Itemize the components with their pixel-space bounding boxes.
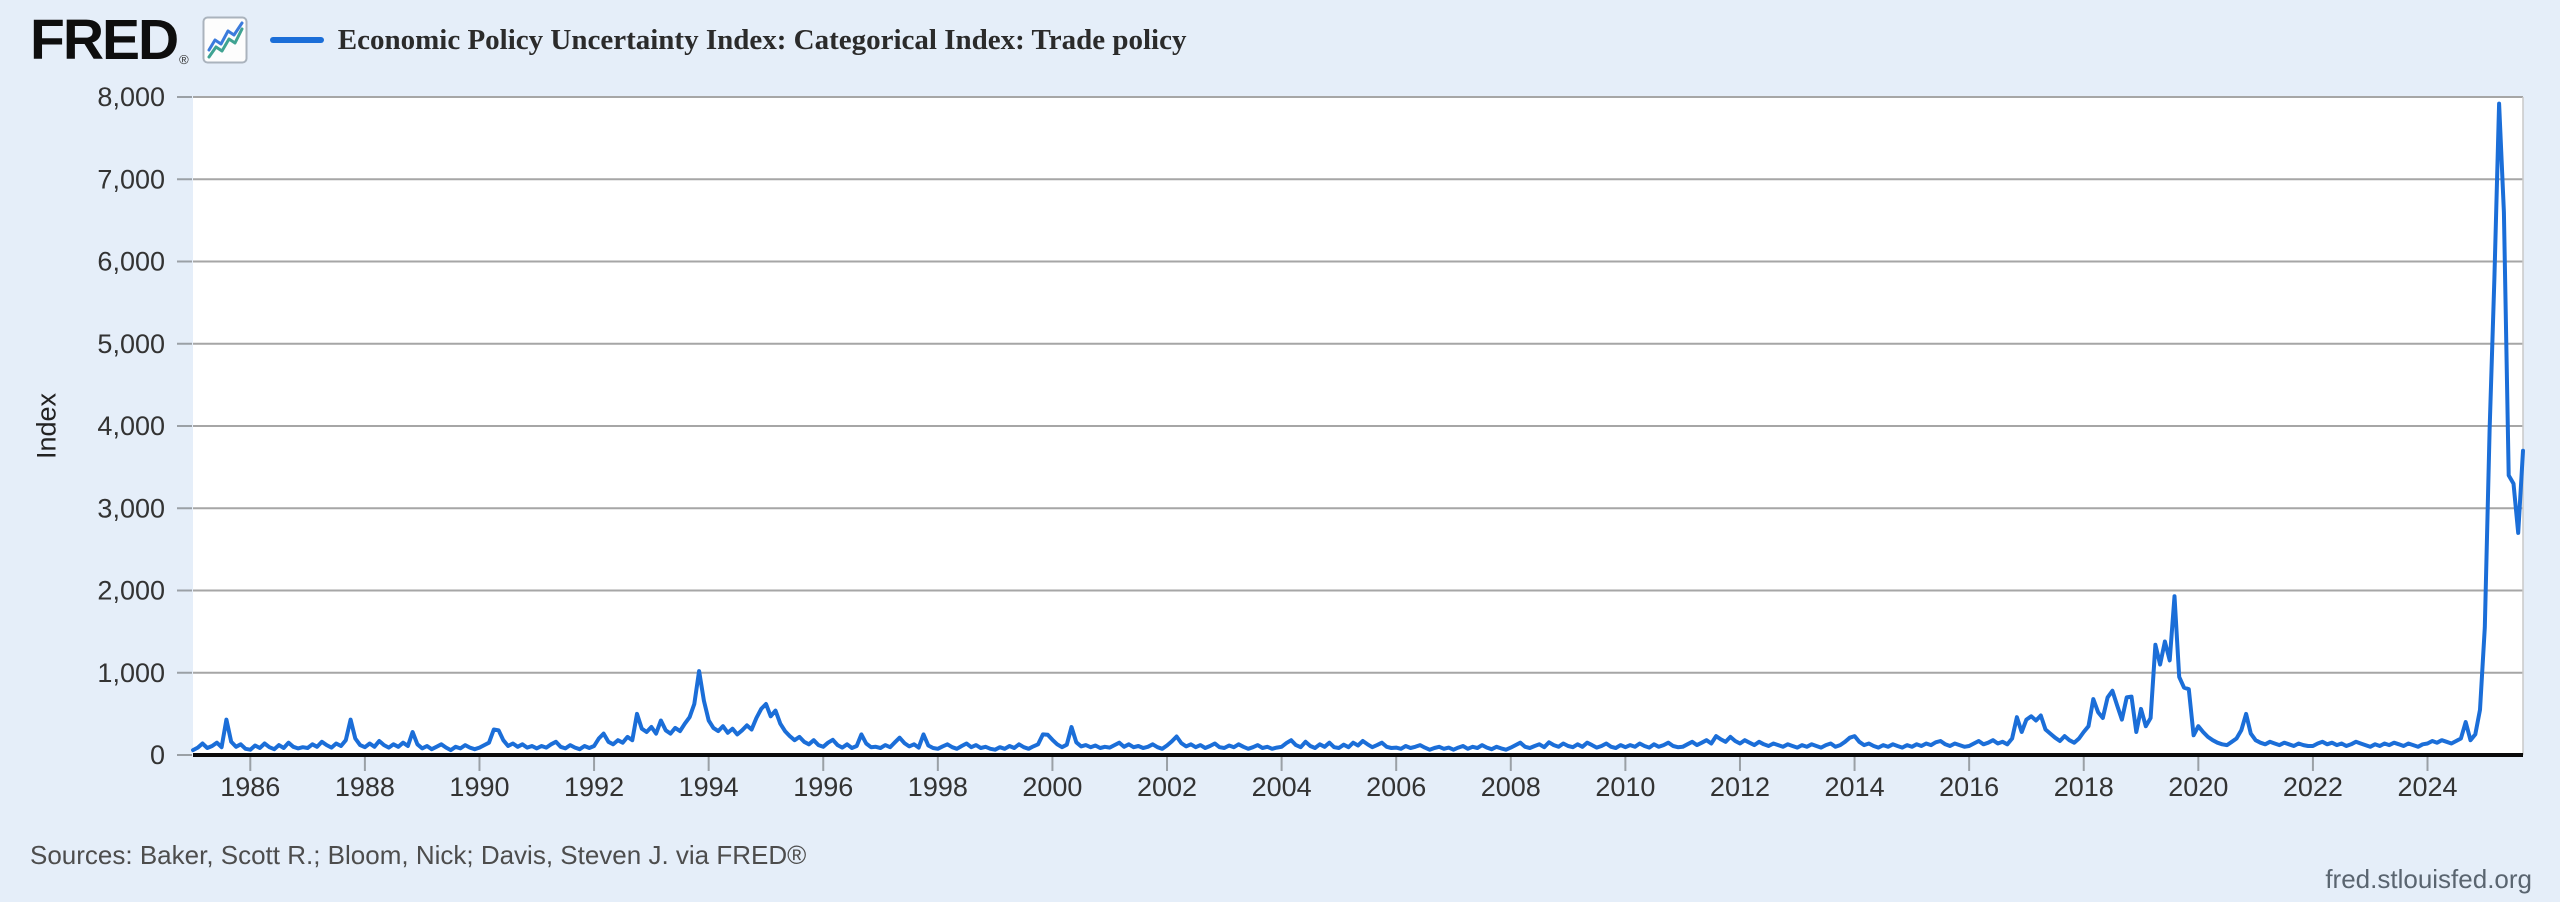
- x-tick-label: 2016: [1939, 772, 1999, 802]
- fred-sparkline-icon[interactable]: [202, 16, 248, 64]
- y-tick-label: 3,000: [97, 493, 165, 523]
- y-tick-label: 7,000: [97, 164, 165, 194]
- fred-logo[interactable]: FRED ®: [30, 7, 189, 72]
- legend-line-swatch: [269, 37, 324, 43]
- x-tick-label: 2024: [2397, 772, 2457, 802]
- x-tick-label: 1986: [220, 772, 280, 802]
- x-tick-label: 2008: [1481, 772, 1541, 802]
- x-tick-label: 2006: [1366, 772, 1426, 802]
- x-tick-label: 2022: [2283, 772, 2343, 802]
- x-tick-label: 1992: [564, 772, 624, 802]
- y-tick-label: 4,000: [97, 411, 165, 441]
- x-tick-label: 1990: [449, 772, 509, 802]
- sources-note: Sources: Baker, Scott R.; Bloom, Nick; D…: [30, 840, 807, 870]
- x-tick-label: 1994: [679, 772, 739, 802]
- fred-logo-text: FRED: [30, 7, 179, 72]
- y-tick-label: 0: [150, 740, 165, 770]
- fred-watermark-link[interactable]: fred.stlouisfed.org: [2325, 864, 2532, 894]
- x-tick-label: 1996: [793, 772, 853, 802]
- series-legend-label: Economic Policy Uncertainty Index: Categ…: [337, 23, 1187, 56]
- x-tick-label: 2000: [1022, 772, 1082, 802]
- x-tick-label: 1998: [908, 772, 968, 802]
- x-tick-label: 2020: [2168, 772, 2228, 802]
- chart-header: FRED ® Economic Policy Uncertainty Index…: [30, 7, 1187, 72]
- x-axis-line: [193, 753, 2523, 757]
- x-tick-label: 2010: [1595, 772, 1655, 802]
- y-tick-label: 6,000: [97, 247, 165, 277]
- series-line: [191, 101, 2525, 753]
- x-tick-label: 2014: [1825, 772, 1885, 802]
- y-tick-label: 1,000: [97, 658, 165, 688]
- y-tick-label: 5,000: [97, 329, 165, 359]
- x-tick-label: 1988: [335, 772, 395, 802]
- x-tick-label: 2004: [1252, 772, 1312, 802]
- y-tick-label: 2,000: [97, 576, 165, 606]
- registered-mark: ®: [179, 51, 188, 67]
- x-tick-label: 2012: [1710, 772, 1770, 802]
- x-tick-label: 2018: [2054, 772, 2114, 802]
- x-tick-label: 2002: [1137, 772, 1197, 802]
- y-tick-label: 8,000: [97, 82, 165, 112]
